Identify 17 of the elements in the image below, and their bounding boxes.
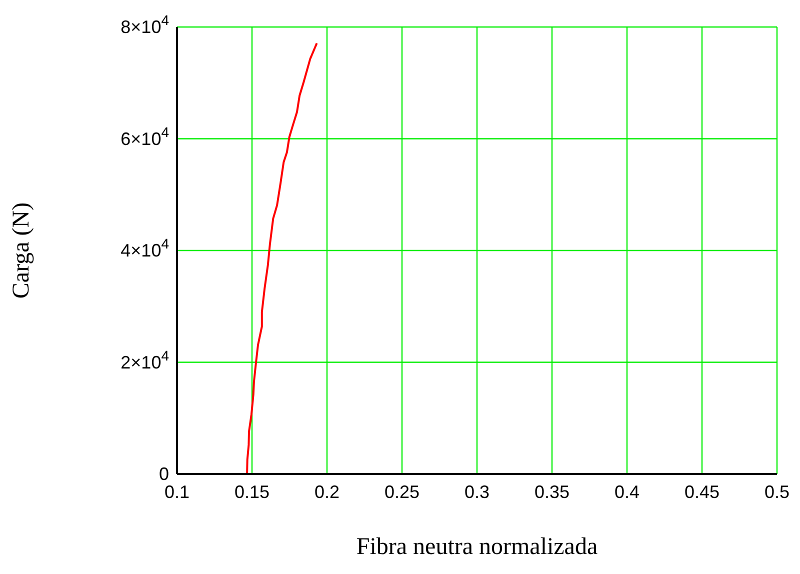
x-tick-label: 0.2 <box>314 482 340 502</box>
x-tick-label: 0.15 <box>234 482 270 502</box>
y-tick-label: 4×10$^{4}$ <box>120 236 170 260</box>
y-tick-label: 0 <box>158 464 169 484</box>
x-tick-label: 0.35 <box>534 482 570 502</box>
y-tick-label: 8×10$^{4}$ <box>120 12 170 37</box>
x-tick-label: 0.1 <box>164 482 190 502</box>
x-tick-label: 0.25 <box>384 482 420 502</box>
x-tick-label: 0.45 <box>684 482 720 502</box>
x-tick-label: 0.5 <box>764 482 790 502</box>
x-axis-title: Fibra neutra normalizada <box>356 534 598 560</box>
line-series <box>246 42 318 474</box>
y-tick-label: 2×10$^{4}$ <box>120 347 170 372</box>
y-axis-title: Carga (N) <box>8 202 35 299</box>
x-tick-label: 0.4 <box>614 482 640 502</box>
y-tick-label: 6×10$^{4}$ <box>120 124 170 149</box>
x-tick-label: 0.3 <box>464 482 490 502</box>
